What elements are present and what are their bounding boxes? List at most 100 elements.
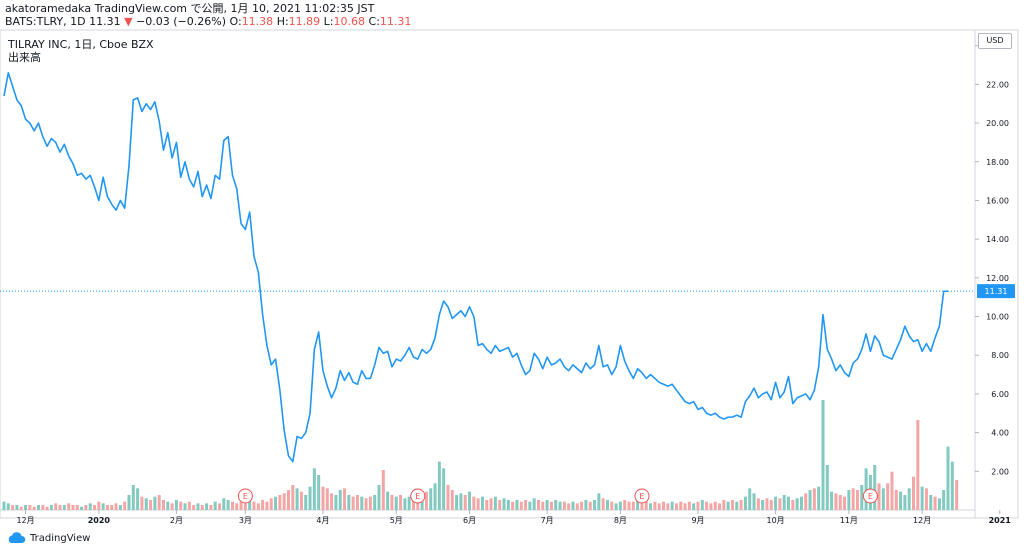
volume-bar (864, 468, 868, 510)
volume-bar (364, 498, 368, 510)
volume-bar (795, 498, 799, 510)
symbol-price: BATS:TLRY, 1D 11.31 (5, 15, 121, 28)
volume-bar (924, 488, 928, 510)
volume-bar (433, 483, 437, 510)
volume-bar (123, 501, 127, 510)
volume-bar (498, 500, 502, 510)
volume-bar (84, 505, 88, 510)
volume-bar (183, 503, 187, 510)
volume-bar (80, 506, 84, 510)
volume-bar (562, 501, 566, 510)
volume-bar (15, 505, 19, 510)
x-tick-label: 7月 (541, 516, 554, 525)
volume-bar (739, 500, 743, 510)
volume-bar (847, 490, 851, 510)
volume-bar (696, 501, 700, 510)
volume-bar (243, 503, 247, 510)
publish-info: akatoramedaka TradingView.com で公開, 1月 10… (5, 2, 375, 15)
volume-bar (24, 505, 28, 510)
volume-bar (136, 488, 140, 510)
volume-bar (403, 498, 407, 510)
volume-bar (778, 498, 782, 510)
volume-bar (45, 506, 49, 510)
volume-bar (700, 500, 704, 510)
volume-bar (2, 501, 6, 510)
volume-bar (187, 501, 191, 510)
volume-bar (105, 505, 109, 510)
earnings-marker (237, 488, 253, 504)
volume-bar (58, 505, 62, 510)
currency-button[interactable]: USD (978, 33, 1012, 49)
volume-bar (937, 498, 941, 510)
volume-bar (218, 503, 222, 510)
volume-bar (347, 495, 351, 510)
x-tick-label: 2021 (989, 516, 1012, 525)
volume-bar (71, 505, 75, 510)
volume-bar (649, 503, 653, 510)
y-tick-label: 8.00 (991, 351, 1009, 360)
volume-bar (75, 505, 79, 510)
volume-bar (312, 468, 316, 510)
volume-bar (890, 471, 894, 510)
volume-bar (549, 501, 553, 510)
price-line (3, 71, 949, 463)
volume-bar (683, 503, 687, 510)
volume-bar (446, 485, 450, 510)
brand-label: TradingView (30, 532, 91, 544)
volume-bar (597, 493, 601, 510)
volume-bar (730, 500, 734, 510)
volume-bar (502, 498, 506, 510)
x-tick-label: 11月 (840, 516, 858, 525)
volume-bar (325, 488, 329, 510)
volume-bar (627, 501, 631, 510)
volume-bar (286, 490, 290, 510)
high-value: 11.89 (288, 15, 321, 28)
volume-label: 出来高 (8, 51, 41, 64)
volume-bar (873, 465, 877, 510)
volume-bar (886, 483, 890, 510)
volume-bar (946, 446, 950, 510)
volume-bar (929, 495, 933, 510)
volume-bar (32, 506, 36, 510)
volume-bar (476, 498, 480, 510)
x-tick-label: 4月 (316, 516, 329, 525)
volume-bar (381, 470, 385, 510)
volume-bar (709, 503, 713, 510)
volume-bar (485, 500, 489, 510)
volume-bar (588, 501, 592, 510)
volume-bar (843, 496, 847, 510)
volume-bar (610, 501, 614, 510)
volume-bar (782, 495, 786, 510)
volume-bar (955, 480, 959, 510)
volume-bar (399, 495, 403, 510)
volume-bar (230, 501, 234, 510)
volume-bar (907, 488, 911, 510)
volume-bar (506, 500, 510, 510)
volume-bar (920, 486, 924, 510)
volume-bar (912, 476, 916, 510)
volume-bar (355, 495, 359, 510)
x-tick-label: 10月 (766, 516, 784, 525)
x-tick-label: 2020 (88, 516, 111, 525)
y-tick-label: 2.00 (991, 467, 1009, 476)
volume-bar (118, 505, 122, 510)
volume-bar (571, 501, 575, 510)
volume-bar (903, 495, 907, 510)
price-change: −0.03 (−0.26%) (136, 15, 227, 28)
volume-bar (248, 500, 252, 510)
volume-bar (192, 505, 196, 510)
volume-bar (144, 498, 148, 510)
volume-bar (860, 485, 864, 510)
volume-bar (291, 485, 295, 510)
volume-bar (153, 496, 157, 510)
volume-bar (278, 495, 282, 510)
volume-bar (179, 501, 183, 510)
x-tick-label: 2月 (170, 516, 183, 525)
volume-bar (360, 496, 364, 510)
volume-bar (97, 501, 101, 510)
volume-bar (161, 500, 165, 510)
volume-bar (88, 503, 92, 510)
y-tick-label: 14.00 (986, 235, 1009, 244)
volume-bar (916, 420, 920, 510)
